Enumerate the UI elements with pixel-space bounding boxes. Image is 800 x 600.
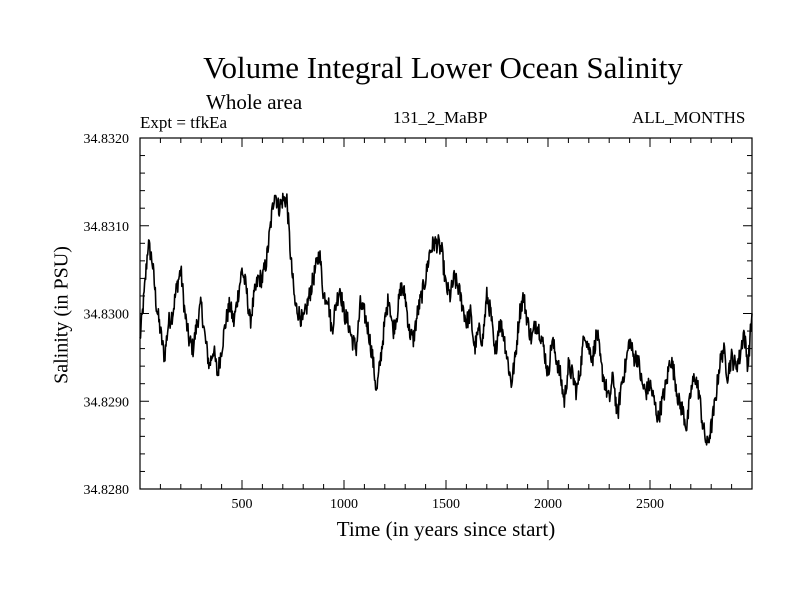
chart-title: Volume Integral Lower Ocean Salinity xyxy=(203,50,683,85)
x-axis-label: Time (in years since start) xyxy=(336,517,556,541)
run-label: 131_2_MaBP xyxy=(393,108,488,127)
x-tick-label: 1500 xyxy=(432,497,460,512)
y-tick-label: 34.8280 xyxy=(84,483,130,498)
chart-subtitle: Whole area xyxy=(206,90,303,114)
experiment-label: Expt = tfkEa xyxy=(140,113,228,132)
plot-frame xyxy=(139,137,753,490)
series-layer xyxy=(139,192,753,446)
y-tick-label: 34.8290 xyxy=(84,395,130,410)
x-tick-label: 2000 xyxy=(534,497,562,512)
x-tick-label: 500 xyxy=(232,497,253,512)
x-tick-label: 2500 xyxy=(636,497,664,512)
months-label: ALL_MONTHS xyxy=(632,108,746,127)
x-tick-label: 1000 xyxy=(330,497,358,512)
series-line xyxy=(139,192,753,446)
axis-ticks xyxy=(140,137,752,490)
tick-labels: 500 1000 1500 2000 2500 34.8280 34.8290 34.8300… xyxy=(84,132,665,512)
y-tick-label: 34.8320 xyxy=(84,132,130,147)
y-tick-label: 34.8310 xyxy=(84,220,130,235)
y-tick-label: 34.8300 xyxy=(84,308,130,323)
